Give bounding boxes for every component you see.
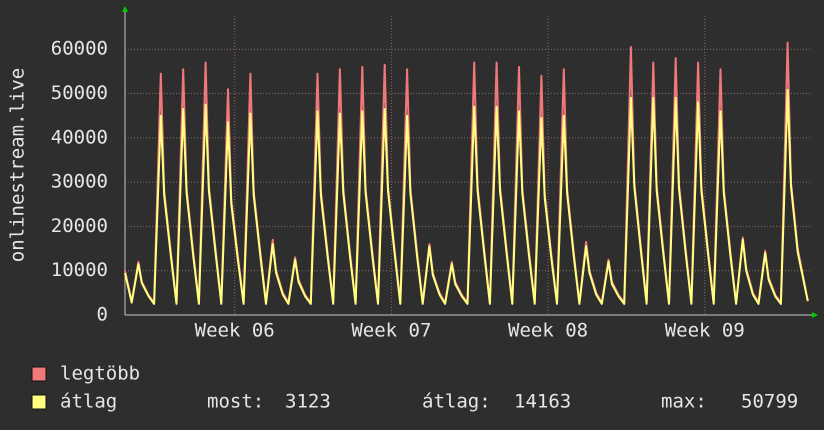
series-line xyxy=(124,89,809,305)
stat-value: 3123 xyxy=(285,391,331,413)
legend-swatch xyxy=(31,394,47,410)
y-tick-label: 50000 xyxy=(51,82,108,104)
y-tick-label: 20000 xyxy=(51,215,108,237)
stat-value: 50799 xyxy=(741,391,798,413)
axis-arrow xyxy=(812,312,818,318)
y-tick-label: 30000 xyxy=(51,171,108,193)
legend-swatch xyxy=(31,366,47,382)
stat-label: átlag: xyxy=(422,391,491,413)
x-tick-label: Week 06 xyxy=(195,320,275,342)
y-tick-label: 40000 xyxy=(51,126,108,148)
axis-arrow xyxy=(122,6,128,12)
y-axis-label: onlinestream.live xyxy=(7,68,29,262)
legend-label: legtöbb xyxy=(60,363,140,385)
y-tick-label: 0 xyxy=(97,304,108,326)
y-tick-label: 60000 xyxy=(51,38,108,60)
y-tick-label: 10000 xyxy=(51,259,108,281)
stat-label: most: xyxy=(207,391,264,413)
x-tick-label: Week 09 xyxy=(665,320,745,342)
plot-area xyxy=(124,10,813,316)
x-tick-label: Week 07 xyxy=(351,320,431,342)
x-tick-label: Week 08 xyxy=(508,320,588,342)
stat-label: max: xyxy=(661,391,707,413)
stat-value: 14163 xyxy=(514,391,571,413)
legend-label: átlag xyxy=(60,391,117,413)
